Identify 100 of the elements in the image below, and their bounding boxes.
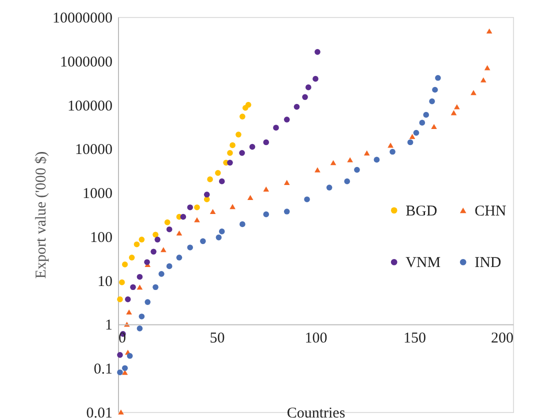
point bbox=[200, 238, 206, 244]
point bbox=[312, 76, 318, 82]
point bbox=[480, 77, 486, 82]
point bbox=[227, 150, 233, 156]
point bbox=[176, 254, 182, 260]
point bbox=[126, 309, 132, 315]
point bbox=[166, 226, 172, 232]
point bbox=[138, 236, 145, 242]
point bbox=[164, 219, 170, 226]
point bbox=[314, 49, 320, 55]
point bbox=[429, 98, 435, 104]
point bbox=[118, 409, 124, 415]
point bbox=[207, 176, 213, 182]
point bbox=[435, 74, 441, 81]
point bbox=[180, 214, 186, 220]
point bbox=[124, 296, 131, 302]
point bbox=[486, 28, 492, 34]
point bbox=[305, 84, 312, 90]
point bbox=[126, 352, 133, 359]
point bbox=[294, 104, 300, 110]
point bbox=[364, 150, 370, 156]
point bbox=[216, 234, 222, 240]
point bbox=[210, 208, 216, 214]
point bbox=[119, 279, 125, 286]
y-axis-title: Export value ('000 $) bbox=[34, 151, 50, 279]
point bbox=[218, 228, 225, 234]
point bbox=[150, 248, 156, 255]
y-tick-label: 10000 bbox=[75, 142, 112, 158]
point bbox=[136, 326, 143, 332]
point bbox=[284, 116, 290, 122]
point bbox=[413, 130, 420, 136]
point bbox=[230, 142, 236, 148]
y-tick-label: 10000000 bbox=[52, 10, 112, 26]
x-axis-title: Countries bbox=[286, 406, 346, 420]
point bbox=[117, 296, 123, 302]
point bbox=[134, 241, 140, 248]
point bbox=[122, 262, 128, 268]
point bbox=[423, 112, 430, 118]
point bbox=[122, 365, 128, 372]
point bbox=[187, 204, 194, 210]
point bbox=[263, 211, 270, 218]
point bbox=[194, 217, 200, 222]
point bbox=[374, 156, 380, 163]
point bbox=[230, 204, 236, 210]
point bbox=[204, 192, 210, 198]
point bbox=[330, 160, 336, 166]
point bbox=[227, 160, 233, 166]
point bbox=[130, 284, 136, 290]
x-tick-label: 150 bbox=[404, 330, 426, 347]
y-tick-label: 100000 bbox=[68, 98, 112, 114]
point bbox=[263, 139, 270, 146]
point bbox=[152, 232, 158, 238]
point bbox=[344, 178, 350, 184]
point bbox=[390, 148, 396, 155]
point bbox=[354, 166, 360, 173]
point bbox=[450, 110, 457, 116]
point bbox=[284, 180, 290, 185]
legend-label: VNM bbox=[406, 255, 441, 272]
point bbox=[388, 142, 394, 148]
point bbox=[144, 259, 150, 266]
point bbox=[215, 170, 221, 176]
point bbox=[117, 369, 123, 376]
point bbox=[144, 299, 151, 305]
point bbox=[128, 254, 135, 260]
point bbox=[136, 274, 143, 280]
point bbox=[284, 208, 290, 214]
point bbox=[302, 94, 308, 100]
y-tick-label: 1000 bbox=[82, 186, 112, 202]
y-tick-label: 0.1 bbox=[94, 362, 112, 378]
point bbox=[419, 120, 426, 126]
point bbox=[484, 65, 490, 70]
point bbox=[239, 150, 245, 156]
point bbox=[117, 352, 123, 358]
point bbox=[431, 124, 437, 130]
point bbox=[236, 132, 242, 138]
point bbox=[407, 139, 414, 146]
legend-label: IND bbox=[474, 255, 502, 272]
y-tick-label: 0.01 bbox=[86, 406, 112, 420]
y-tick-label: 1000000 bbox=[60, 54, 112, 70]
point bbox=[454, 104, 460, 110]
point bbox=[326, 184, 332, 190]
y-tick-label: 10 bbox=[98, 274, 112, 290]
point bbox=[152, 284, 158, 290]
point bbox=[247, 195, 254, 200]
point bbox=[273, 124, 279, 131]
point bbox=[187, 244, 194, 250]
point bbox=[249, 144, 256, 150]
x-tick-label: 200 bbox=[491, 330, 514, 347]
legend-label: BGD bbox=[406, 203, 438, 220]
point bbox=[160, 247, 166, 252]
point bbox=[240, 221, 246, 228]
point bbox=[218, 178, 225, 184]
point bbox=[138, 314, 145, 320]
point bbox=[176, 230, 182, 236]
point bbox=[166, 263, 172, 270]
point bbox=[432, 86, 438, 93]
x-tick-label: 50 bbox=[210, 330, 225, 347]
point bbox=[314, 167, 320, 172]
point bbox=[470, 90, 476, 96]
y-tick-label: 1 bbox=[105, 318, 112, 334]
